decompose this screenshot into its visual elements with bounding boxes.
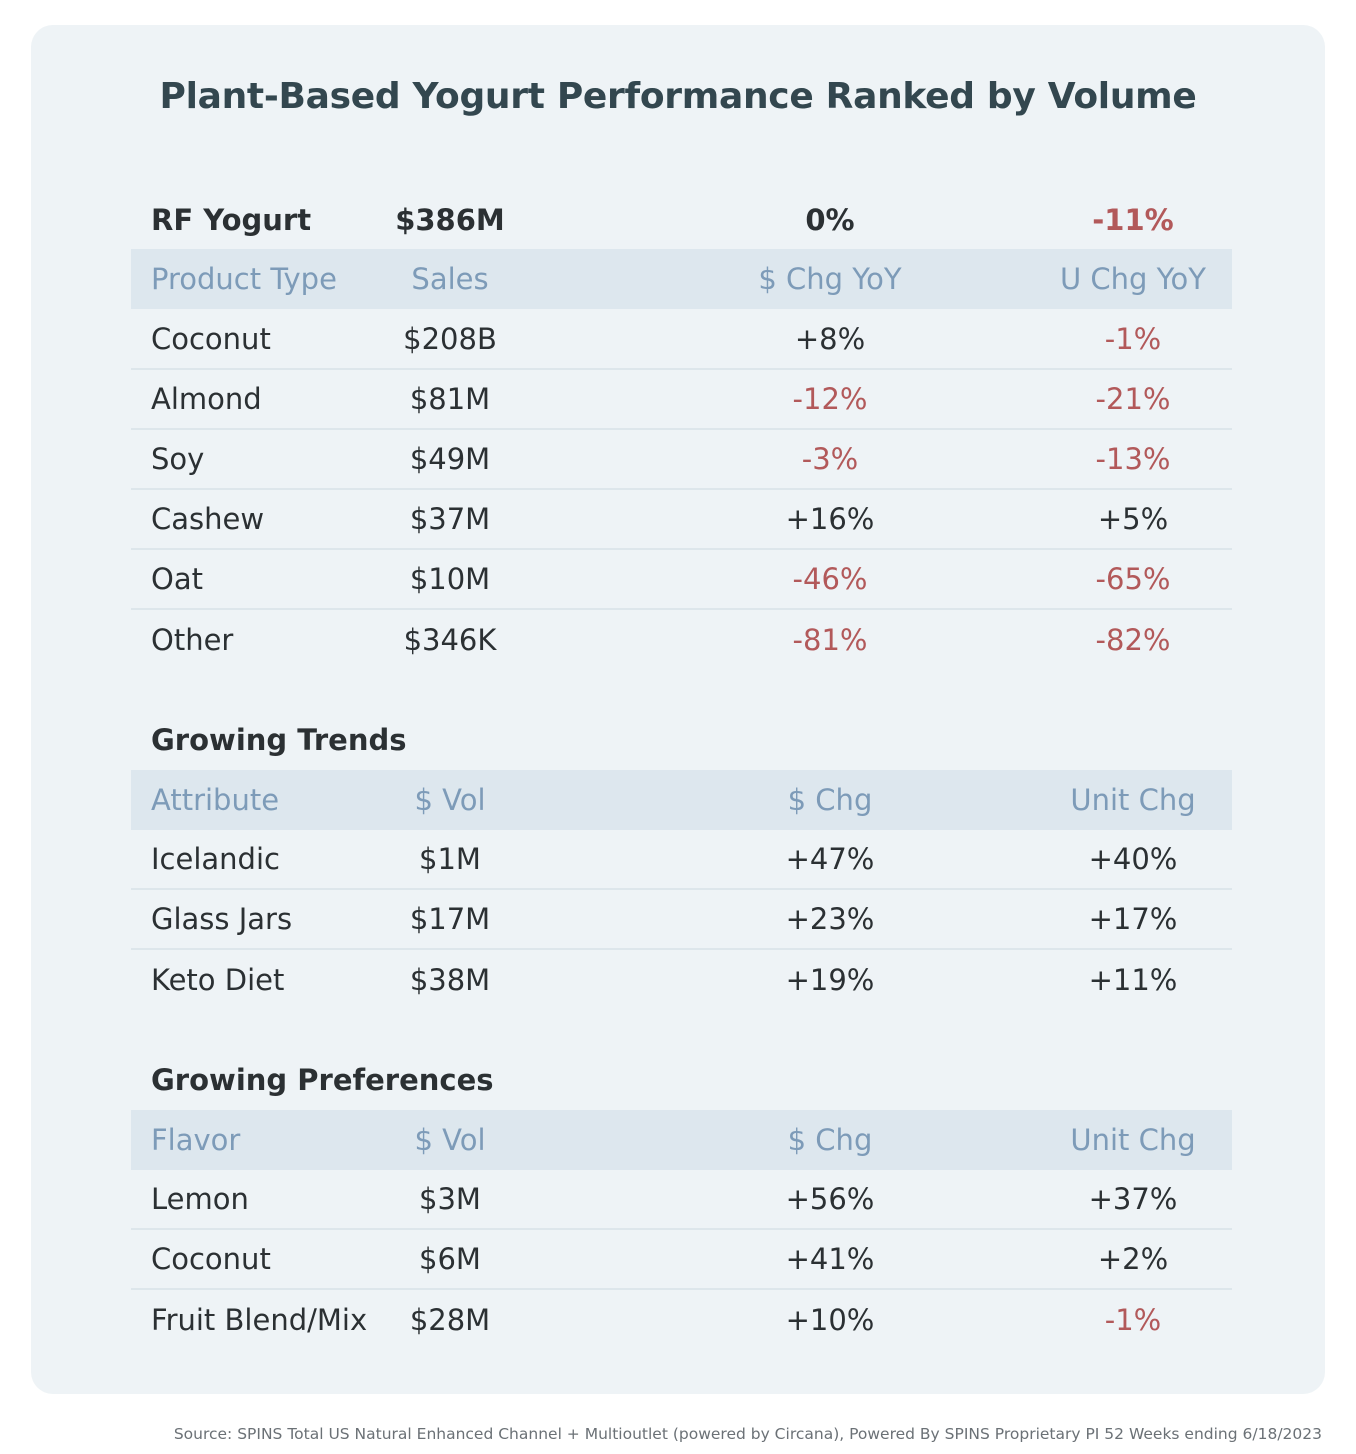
column-header: Product Type	[151, 262, 337, 296]
data-cell: $10M	[409, 562, 491, 596]
data-cell: $38M	[409, 963, 491, 997]
table-row: Soy $49M -3% -13%	[131, 430, 1232, 490]
row-label: Glass Jars	[151, 902, 293, 936]
data-cell: -1%	[1104, 322, 1162, 356]
data-cell: +8%	[794, 322, 866, 356]
data-cell: $1M	[419, 842, 481, 876]
column-header: $ Chg	[787, 1123, 873, 1157]
data-cell: +16%	[785, 502, 875, 536]
data-cell: $37M	[409, 502, 491, 536]
data-cell: +2%	[1097, 1242, 1169, 1276]
data-cell: +56%	[785, 1182, 875, 1216]
column-header: $ Chg YoY	[758, 262, 902, 296]
row-label: Almond	[151, 382, 262, 416]
data-cell: $81M	[409, 382, 491, 416]
table-row: Oat $10M -46% -65%	[131, 550, 1232, 610]
data-cell: +40%	[1088, 842, 1178, 876]
section-title-growing-trends: Growing Trends	[151, 723, 407, 757]
data-cell: +17%	[1088, 902, 1178, 936]
data-cell: +41%	[785, 1242, 875, 1276]
data-cell: +37%	[1088, 1182, 1178, 1216]
data-cell: +11%	[1088, 963, 1178, 997]
data-cell: $17M	[409, 902, 491, 936]
summary-label: RF Yogurt	[151, 203, 312, 237]
table-row: Coconut $208B +8% -1%	[131, 310, 1232, 370]
data-cell: -13%	[1095, 442, 1171, 476]
column-header: Unit Chg	[1070, 1123, 1196, 1157]
row-label: Icelandic	[151, 842, 280, 876]
table-header: Product Type Sales $ Chg YoY U Chg YoY	[131, 249, 1232, 309]
data-cell: $346K	[403, 623, 497, 657]
table-row: Other $346K -81% -82%	[131, 610, 1232, 670]
summary-unit-change: -11%	[1092, 203, 1174, 237]
column-header: Sales	[411, 262, 489, 296]
summary-dollar-change: 0%	[805, 203, 855, 237]
column-header: U Chg YoY	[1059, 262, 1207, 296]
data-cell: -1%	[1104, 1303, 1162, 1337]
row-label: Coconut	[151, 1242, 271, 1276]
data-cell: $28M	[409, 1303, 491, 1337]
data-cell: $3M	[419, 1182, 481, 1216]
row-label: Keto Diet	[151, 963, 285, 997]
row-label: Fruit Blend/Mix	[151, 1303, 368, 1337]
data-cell: -81%	[792, 623, 868, 657]
table-row: Fruit Blend/Mix $28M +10% -1%	[131, 1290, 1232, 1350]
row-label: Lemon	[151, 1182, 249, 1216]
column-header: $ Vol	[414, 783, 486, 817]
table-row: Cashew $37M +16% +5%	[131, 490, 1232, 550]
row-label: Oat	[151, 562, 203, 596]
data-cell: $49M	[409, 442, 491, 476]
data-cell: +5%	[1097, 502, 1169, 536]
page-title: Plant-Based Yogurt Performance Ranked by…	[159, 76, 1197, 117]
table-row: Almond $81M -12% -21%	[131, 370, 1232, 430]
data-cell: -82%	[1095, 623, 1171, 657]
row-label: Other	[151, 623, 234, 657]
table-header: Attribute $ Vol $ Chg Unit Chg	[131, 770, 1232, 830]
data-cell: +10%	[785, 1303, 875, 1337]
data-cell: $6M	[419, 1242, 481, 1276]
data-cell: -12%	[792, 382, 868, 416]
row-label: Coconut	[151, 322, 271, 356]
data-cell: -46%	[792, 562, 868, 596]
column-header: Flavor	[151, 1123, 241, 1157]
column-header: $ Vol	[414, 1123, 486, 1157]
summary-row: RF Yogurt $386M 0% -11%	[131, 190, 1232, 250]
data-cell: -65%	[1095, 562, 1171, 596]
data-cell: -21%	[1095, 382, 1171, 416]
table-row: Keto Diet $38M +19% +11%	[131, 950, 1232, 1010]
data-cell: +47%	[785, 842, 875, 876]
data-cell: $208B	[403, 322, 497, 356]
table-row: Icelandic $1M +47% +40%	[131, 830, 1232, 890]
column-header: Attribute	[151, 783, 280, 817]
source-note: Source: SPINS Total US Natural Enhanced …	[173, 1425, 1322, 1443]
section-title-growing-preferences: Growing Preferences	[151, 1063, 494, 1097]
table-row: Glass Jars $17M +23% +17%	[131, 890, 1232, 950]
row-label: Soy	[151, 442, 205, 476]
table-row: Lemon $3M +56% +37%	[131, 1170, 1232, 1230]
column-header: $ Chg	[787, 783, 873, 817]
data-cell: +23%	[785, 902, 875, 936]
table-header: Flavor $ Vol $ Chg Unit Chg	[131, 1110, 1232, 1170]
table-row: Coconut $6M +41% +2%	[131, 1230, 1232, 1290]
data-cell: -3%	[801, 442, 859, 476]
summary-sales: $386M	[395, 203, 505, 237]
row-label: Cashew	[151, 502, 265, 536]
data-cell: +19%	[785, 963, 875, 997]
column-header: Unit Chg	[1070, 783, 1196, 817]
